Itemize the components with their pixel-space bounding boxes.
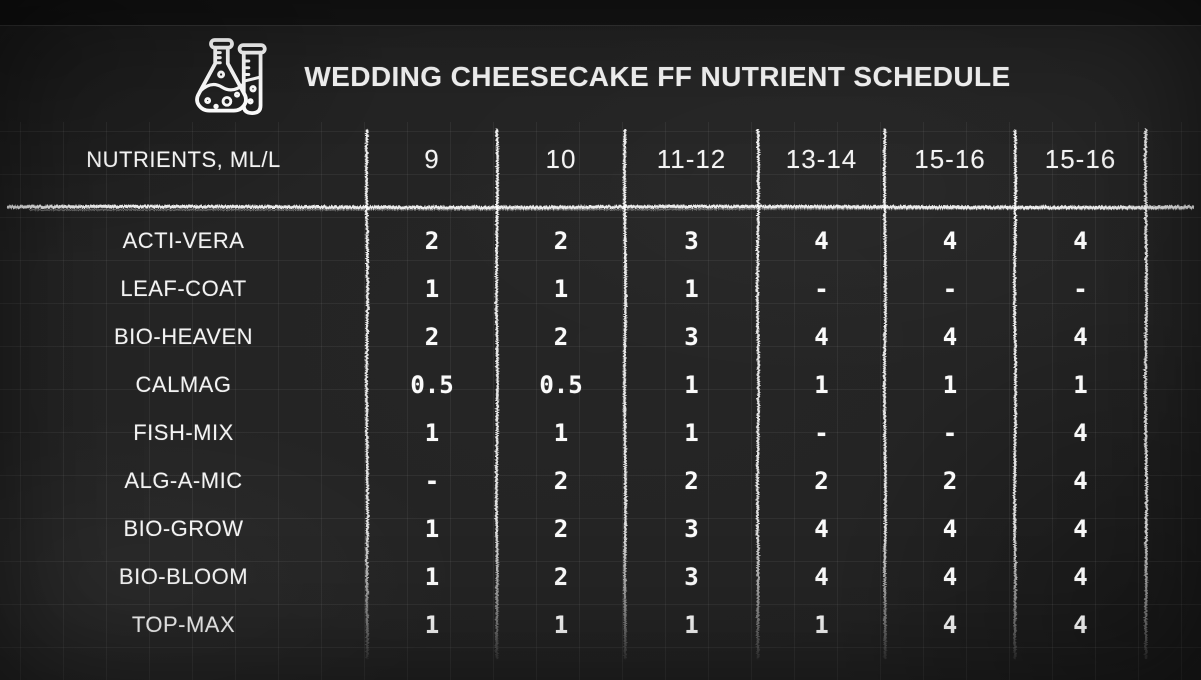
- table-header-row: NUTRIENTS, ML/L 9 10 11-12 13-14 15-16 15-16: [0, 128, 1201, 207]
- nutrient-value: 1: [942, 371, 958, 399]
- table-row: FISH-MIX 1 1 1 - - 4: [0, 409, 1201, 457]
- page-title: WEDDING CHEESECAKE FF NUTRIENT SCHEDULE: [304, 61, 1011, 92]
- nutrient-value: 2: [814, 467, 829, 495]
- nutrient-value: 2: [553, 467, 569, 495]
- nutrient-value: 1: [814, 611, 829, 639]
- nutrient-name: LEAF-COAT: [120, 276, 247, 301]
- column-header-week: 15-16: [1044, 144, 1117, 174]
- column-header-nutrients: NUTRIENTS, ML/L: [86, 146, 281, 172]
- nutrient-value: 3: [684, 563, 699, 591]
- table-row: ACTI-VERA 2 2 3 4 4 4: [0, 217, 1201, 265]
- nutrient-value: 2: [553, 323, 569, 351]
- nutrient-value: 4: [1073, 467, 1088, 495]
- nutrient-name: ACTI-VERA: [122, 228, 245, 253]
- nutrient-value: 2: [553, 227, 569, 255]
- nutrient-value: 2: [942, 467, 958, 495]
- nutrient-value: 3: [684, 227, 699, 255]
- nutrient-value: 4: [942, 515, 958, 543]
- nutrient-value: 1: [684, 419, 699, 447]
- nutrient-value: 4: [1073, 563, 1088, 591]
- nutrient-value: 1: [424, 275, 440, 303]
- column-header-week: 9: [424, 144, 440, 174]
- nutrient-value: -: [1073, 275, 1088, 303]
- table-row: TOP-MAX 1 1 1 1 4 4: [0, 601, 1201, 649]
- nutrient-value: 1: [553, 419, 569, 447]
- nutrient-value: 4: [942, 611, 958, 639]
- flask-and-test-tube-icon: [190, 35, 274, 119]
- nutrient-value: 1: [684, 371, 699, 399]
- nutrient-value: 4: [814, 515, 829, 543]
- nutrient-value: 2: [424, 323, 440, 351]
- nutrient-value: -: [424, 467, 440, 495]
- nutrient-name: BIO-HEAVEN: [113, 324, 254, 349]
- nutrient-value: 4: [1073, 515, 1088, 543]
- nutrient-value: 1: [1073, 371, 1088, 399]
- top-frame-strip: [0, 0, 1201, 26]
- column-header-week: 11-12: [656, 144, 727, 174]
- nutrient-value: -: [942, 419, 958, 447]
- nutrient-value: 1: [814, 371, 829, 399]
- table-row: BIO-BLOOM 1 2 3 4 4 4: [0, 553, 1201, 601]
- nutrient-value: 4: [814, 323, 829, 351]
- nutrient-value: 4: [814, 563, 829, 591]
- nutrient-value: 4: [1073, 611, 1088, 639]
- nutrient-value: 1: [424, 419, 440, 447]
- table-row: BIO-GROW 1 2 3 4 4 4: [0, 505, 1201, 553]
- nutrient-value: 2: [684, 467, 699, 495]
- nutrient-value: -: [814, 275, 829, 303]
- table-row: BIO-HEAVEN 2 2 3 4 4 4: [0, 313, 1201, 361]
- nutrient-name: ALG-A-MIC: [124, 468, 243, 493]
- nutrient-value: 1: [553, 611, 569, 639]
- nutrient-value: 4: [942, 227, 958, 255]
- nutrient-value: -: [814, 419, 829, 447]
- nutrient-value: 3: [684, 323, 699, 351]
- nutrient-value: 4: [1073, 323, 1088, 351]
- nutrient-value: -: [942, 275, 958, 303]
- table-body: ACTI-VERA 2 2 3 4 4 4 LEAF-COAT 1 1 1 - - - BIO-HEAVEN…: [0, 207, 1201, 649]
- table-row: CALMAG 0.5 0.5 1 1 1 1: [0, 361, 1201, 409]
- header: WEDDING CHEESECAKE FF NUTRIENT SCHEDULE: [0, 26, 1201, 128]
- table-row: ALG-A-MIC - 2 2 2 2 4: [0, 457, 1201, 505]
- nutrient-name: FISH-MIX: [133, 420, 234, 445]
- nutrient-value: 0.5: [539, 371, 583, 399]
- nutrient-value: 2: [424, 227, 440, 255]
- nutrient-value: 1: [424, 611, 440, 639]
- nutrient-value: 1: [684, 275, 699, 303]
- column-header-week: 10: [545, 144, 577, 174]
- table-row: LEAF-COAT 1 1 1 - - -: [0, 265, 1201, 313]
- nutrient-name: BIO-GROW: [123, 516, 244, 541]
- nutrient-value: 0.5: [410, 371, 454, 399]
- nutrient-value: 4: [1073, 227, 1088, 255]
- nutrient-value: 4: [942, 563, 958, 591]
- nutrient-value: 2: [553, 515, 569, 543]
- nutrient-schedule-table: NUTRIENTS, ML/L 9 10 11-12 13-14 15-16 15-16 A…: [0, 128, 1201, 649]
- nutrient-value: 2: [553, 563, 569, 591]
- nutrient-value: 1: [424, 515, 440, 543]
- nutrient-name: CALMAG: [135, 372, 232, 397]
- nutrient-name: BIO-BLOOM: [118, 564, 249, 589]
- column-header-week: 13-14: [785, 144, 858, 174]
- nutrient-name: TOP-MAX: [131, 612, 236, 637]
- nutrient-value: 4: [814, 227, 829, 255]
- nutrient-value: 1: [424, 563, 440, 591]
- nutrient-value: 4: [1073, 419, 1088, 447]
- column-header-week: 15-16: [914, 144, 986, 174]
- nutrient-value: 4: [942, 323, 958, 351]
- nutrient-value: 1: [684, 611, 699, 639]
- nutrient-value: 3: [684, 515, 699, 543]
- nutrient-value: 1: [553, 275, 569, 303]
